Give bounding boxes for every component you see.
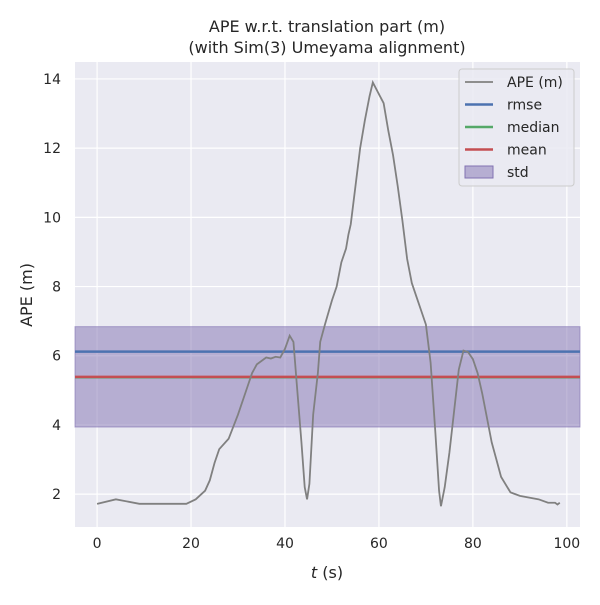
y-tick-label: 6 [52, 349, 61, 365]
legend-box [458, 68, 575, 187]
legend-label: std [507, 165, 529, 181]
x-tick-label: 80 [464, 536, 482, 552]
ape-series-line [96, 79, 561, 507]
legend-label: mean [507, 143, 547, 159]
x-axis-label: t (s) [311, 563, 343, 582]
chart-title: APE w.r.t. translation part (m) [209, 17, 445, 36]
legend-swatch-std [464, 165, 494, 179]
x-tick-label: 0 [93, 536, 102, 552]
y-axis-label: APE (m) [17, 263, 36, 327]
y-tick-label: 8 [52, 280, 61, 296]
x-tick-label: 20 [182, 536, 200, 552]
legend-label: APE (m) [507, 75, 563, 91]
x-tick-label: 40 [276, 536, 294, 552]
x-tick-label: 60 [370, 536, 388, 552]
y-tick-label: 4 [52, 418, 61, 434]
y-tick-label: 14 [43, 72, 61, 88]
x-label-unit: (s) [317, 563, 343, 582]
chart-subtitle: (with Sim(3) Umeyama alignment) [188, 38, 465, 57]
legend-label: rmse [507, 98, 542, 114]
x-tick-label: 100 [553, 536, 580, 552]
y-tick-label: 12 [43, 141, 61, 157]
y-tick-label: 2 [52, 487, 61, 503]
legend-label: median [507, 120, 559, 136]
y-tick-label: 10 [43, 210, 61, 226]
x-label-var: t [311, 563, 318, 582]
legend: APE (m) rmse median mean std [458, 68, 575, 187]
